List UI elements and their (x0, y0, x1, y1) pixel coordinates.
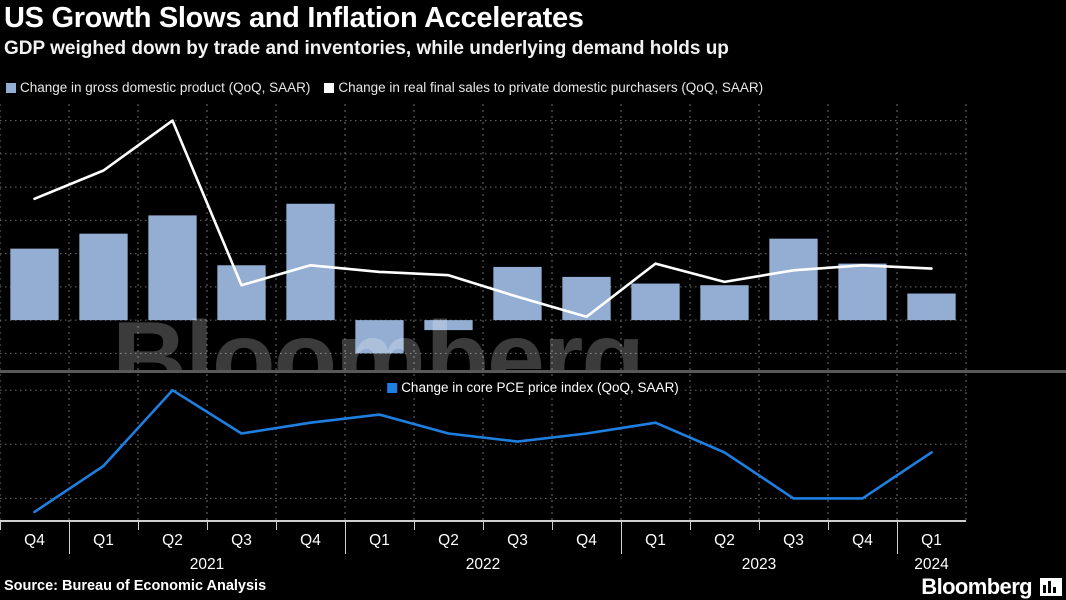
x-axis-year-label: 2024 (914, 556, 949, 573)
x-axis-year-label: 2022 (465, 556, 501, 573)
x-axis-year-label: 2021 (189, 556, 225, 573)
legend-item-final-sales[interactable]: Change in real final sales to private do… (324, 80, 763, 95)
x-axis-quarter-label: Q3 (507, 532, 528, 549)
x-axis-quarter-label: Q3 (783, 532, 804, 549)
x-axis-quarter-label: Q2 (438, 532, 459, 549)
x-axis-quarter-label: Q4 (852, 532, 873, 549)
x-axis-tick (759, 520, 761, 530)
x-axis-tick (483, 520, 485, 530)
legend-swatch-final-sales (324, 82, 335, 93)
x-axis-tick (138, 520, 140, 530)
x-axis-quarter-label: Q3 (231, 532, 252, 549)
x-axis-quarter-label: Q1 (93, 532, 114, 549)
gdp-panel-svg (0, 104, 967, 370)
x-axis-year-tick (69, 520, 71, 554)
x-axis-tick (414, 520, 416, 530)
x-axis-quarter-label: Q4 (24, 532, 45, 549)
pce-panel-svg (0, 374, 967, 520)
legend-swatch-pce (387, 382, 398, 393)
legend-label-pce: Change in core PCE price index (QoQ, SAA… (401, 380, 679, 395)
x-axis-quarter-label: Q2 (162, 532, 183, 549)
legend-label-gdp: Change in gross domestic product (QoQ, S… (20, 80, 311, 95)
x-axis-year-label: 2023 (741, 556, 777, 573)
legend-bottom[interactable]: Change in core PCE price index (QoQ, SAA… (381, 379, 685, 396)
x-axis-quarter-label: Q1 (369, 532, 390, 549)
x-axis-tick (207, 520, 209, 530)
source-note: Source: Bureau of Economic Analysis (4, 578, 267, 594)
x-axis: Q4 Q1 Q2 Q3 Q4 Q1 Q2 Q3 Q4 Q1 Q2 Q3 Q4 Q1 2021 2022 2023… (0, 520, 1066, 573)
legend-swatch-gdp (6, 82, 16, 93)
x-axis-tick (0, 520, 2, 530)
x-axis-year-tick (897, 520, 899, 554)
x-axis-year-tick (345, 520, 347, 554)
gdp-panel: Bloomberg Percent 12.0010.008.006.004.00… (0, 104, 1066, 370)
x-axis-tick (276, 520, 278, 530)
page-subtitle: GDP weighed down by trade and inventorie… (4, 38, 729, 59)
x-axis-quarter-label: Q1 (645, 532, 666, 549)
panel-divider (0, 370, 1066, 373)
pce-panel: Change in core PCE price index (QoQ, SAA… (0, 374, 1066, 520)
legend-label-final-sales: Change in real final sales to private do… (338, 80, 764, 95)
legend-top: Change in gross domestic product (QoQ, S… (6, 80, 773, 95)
x-axis-quarter-label: Q4 (576, 532, 597, 549)
x-axis-quarter-label: Q2 (714, 532, 735, 549)
legend-item-gdp[interactable]: Change in gross domestic product (QoQ, S… (6, 80, 310, 95)
page-title: US Growth Slows and Inflation Accelerate… (4, 2, 584, 34)
brand-label: Bloomberg (921, 574, 1032, 599)
x-axis-quarter-label: Q1 (921, 532, 942, 549)
x-axis-tick (828, 520, 830, 530)
x-axis-tick (552, 520, 554, 530)
x-axis-year-tick (621, 520, 623, 554)
x-axis-tick (690, 520, 692, 530)
bloomberg-logo-icon (1040, 578, 1062, 596)
x-axis-quarter-label: Q4 (300, 532, 321, 549)
